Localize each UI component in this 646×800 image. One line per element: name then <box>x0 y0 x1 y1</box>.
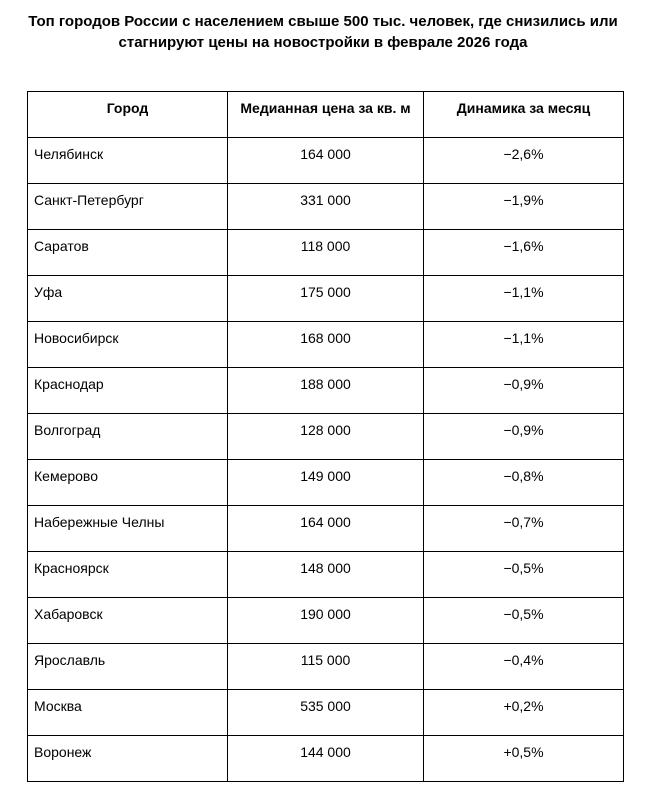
table-row: Уфа 175 000 −1,1% <box>27 275 624 322</box>
table-row: Воронеж 144 000 +0,5% <box>27 735 624 782</box>
price-cell: 149 000 <box>227 459 424 506</box>
price-cell: 331 000 <box>227 183 424 230</box>
table-row: Ярославль 115 000 −0,4% <box>27 643 624 690</box>
price-cell: 535 000 <box>227 689 424 736</box>
change-cell: +0,5% <box>423 735 624 782</box>
price-cell: 164 000 <box>227 505 424 552</box>
change-cell: −1,6% <box>423 229 624 276</box>
city-cell: Москва <box>27 689 228 736</box>
header-row: Город Медианная цена за кв. м Динамика з… <box>27 91 624 138</box>
city-cell: Кемерово <box>27 459 228 506</box>
price-cell: 115 000 <box>227 643 424 690</box>
table-row: Красноярск 148 000 −0,5% <box>27 551 624 598</box>
city-cell: Набережные Челны <box>27 505 228 552</box>
city-cell: Челябинск <box>27 137 228 184</box>
price-cell: 164 000 <box>227 137 424 184</box>
city-cell: Санкт-Петербург <box>27 183 228 230</box>
column-header-change: Динамика за месяц <box>423 91 624 138</box>
page-title-line-1: Топ городов России с населением свыше 50… <box>28 13 618 30</box>
table-row: Москва 535 000 +0,2% <box>27 689 624 736</box>
city-cell: Волгоград <box>27 413 228 460</box>
price-cell: 168 000 <box>227 321 424 368</box>
change-cell: −0,5% <box>423 597 624 644</box>
table-row: Хабаровск 190 000 −0,5% <box>27 597 624 644</box>
change-cell: −0,5% <box>423 551 624 598</box>
price-cell: 144 000 <box>227 735 424 782</box>
table-row: Кемерово 149 000 −0,8% <box>27 459 624 506</box>
page-title-line-2: стагнируют цены на новостройки в феврале… <box>118 34 528 51</box>
column-header-city: Город <box>27 91 228 138</box>
change-cell: −1,1% <box>423 321 624 368</box>
table-row: Новосибирск 168 000 −1,1% <box>27 321 624 368</box>
table-row: Краснодар 188 000 −0,9% <box>27 367 624 414</box>
city-cell: Воронеж <box>27 735 228 782</box>
change-cell: −0,9% <box>423 413 624 460</box>
change-cell: −0,8% <box>423 459 624 506</box>
change-cell: −0,9% <box>423 367 624 414</box>
change-cell: −1,9% <box>423 183 624 230</box>
city-cell: Красноярск <box>27 551 228 598</box>
price-cell: 190 000 <box>227 597 424 644</box>
change-cell: +0,2% <box>423 689 624 736</box>
price-cell: 148 000 <box>227 551 424 598</box>
city-cell: Хабаровск <box>27 597 228 644</box>
city-cell: Саратов <box>27 229 228 276</box>
price-cell: 118 000 <box>227 229 424 276</box>
city-cell: Ярославль <box>27 643 228 690</box>
table-row: Челябинск 164 000 −2,6% <box>27 137 624 184</box>
column-header-price: Медианная цена за кв. м <box>227 91 424 138</box>
price-table: Город Медианная цена за кв. м Динамика з… <box>27 91 624 782</box>
city-cell: Краснодар <box>27 367 228 414</box>
change-cell: −0,4% <box>423 643 624 690</box>
page-title: Топ городов России с населением свыше 50… <box>18 11 628 53</box>
city-cell: Новосибирск <box>27 321 228 368</box>
change-cell: −0,7% <box>423 505 624 552</box>
change-cell: −2,6% <box>423 137 624 184</box>
price-cell: 128 000 <box>227 413 424 460</box>
change-cell: −1,1% <box>423 275 624 322</box>
table-row: Волгоград 128 000 −0,9% <box>27 413 624 460</box>
table-row: Саратов 118 000 −1,6% <box>27 229 624 276</box>
price-cell: 175 000 <box>227 275 424 322</box>
price-cell: 188 000 <box>227 367 424 414</box>
city-cell: Уфа <box>27 275 228 322</box>
table-row: Санкт-Петербург 331 000 −1,9% <box>27 183 624 230</box>
table-row: Набережные Челны 164 000 −0,7% <box>27 505 624 552</box>
